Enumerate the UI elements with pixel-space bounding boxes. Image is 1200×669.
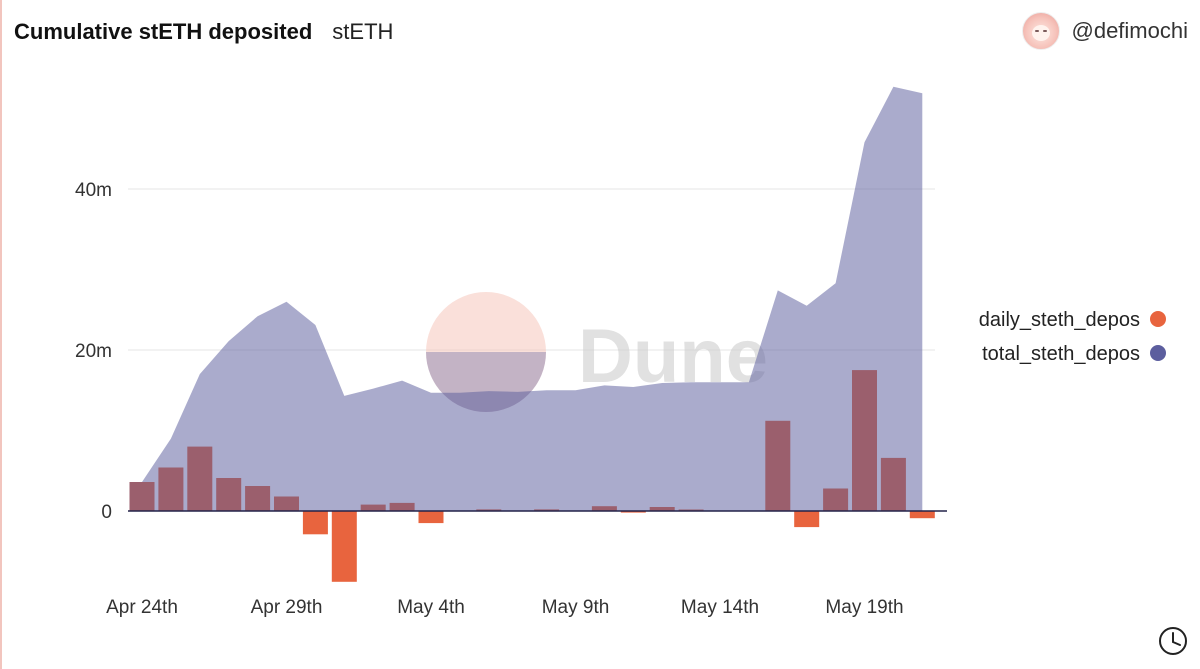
bar-daily-may-1st[interactable] — [331, 511, 357, 582]
avatar-eye-left — [1034, 30, 1039, 32]
avatar-eye-right — [1042, 30, 1047, 32]
bar-daily-apr-30th[interactable] — [302, 511, 328, 535]
bar-daily-apr-27th[interactable] — [216, 478, 242, 511]
series-area-total-steth-depos — [142, 86, 923, 512]
author-handle[interactable]: @defimochi — [1071, 18, 1189, 43]
x-tick-label: May 19th — [825, 597, 903, 618]
bar-daily-apr-24th[interactable] — [129, 482, 155, 511]
bar-daily-may-3rd[interactable] — [389, 502, 415, 511]
author-badge[interactable]: @defimochi — [1021, 12, 1189, 50]
bar-daily-may-19th[interactable] — [852, 370, 877, 511]
chart-header: Cumulative stETH deposited stETH — [14, 14, 393, 50]
y-axis-ticks: 0 20m 40m — [75, 180, 112, 523]
legend-dot-daily[interactable] — [1150, 311, 1166, 327]
bar-daily-may-12th[interactable] — [649, 507, 675, 511]
legend[interactable]: daily_steth_depos total_steth_depos — [979, 309, 1166, 365]
clock-icon[interactable] — [1159, 627, 1187, 655]
legend-label-total[interactable]: total_steth_depos — [982, 343, 1140, 365]
bar-daily-may-17th[interactable] — [794, 511, 820, 528]
clock-icon-hands — [1172, 632, 1181, 646]
x-tick-label: Apr 29th — [251, 597, 323, 618]
bar-daily-may-16th[interactable] — [765, 420, 791, 511]
bar-daily-may-18th[interactable] — [823, 488, 849, 512]
x-tick-label: May 9th — [542, 597, 610, 618]
y-tick-label: 20m — [75, 341, 112, 362]
legend-label-daily[interactable]: daily_steth_depos — [979, 309, 1140, 331]
watermark-circle — [426, 292, 546, 412]
y-tick-label: 0 — [101, 502, 112, 523]
avatar-face — [1031, 25, 1050, 41]
bar-daily-apr-25th[interactable] — [158, 467, 184, 512]
bar-daily-may-4th[interactable] — [418, 511, 444, 524]
bar-daily-may-2nd[interactable] — [360, 504, 386, 511]
x-axis-ticks: Apr 24th Apr 29th May 4th May 9th May 14th Ma… — [106, 597, 903, 618]
bar-daily-apr-26th[interactable] — [187, 446, 213, 511]
chart-subtitle: stETH — [332, 19, 394, 44]
legend-dot-total[interactable] — [1150, 345, 1166, 361]
bar-daily-may-20th[interactable] — [880, 457, 906, 511]
y-tick-label: 40m — [75, 180, 112, 201]
clock-icon-face — [1159, 627, 1187, 655]
chart-title: Cumulative stETH deposited — [14, 19, 313, 44]
series-bars-daily-steth-depos — [129, 370, 935, 582]
bar-daily-apr-28th[interactable] — [245, 486, 271, 511]
avatar[interactable] — [1021, 12, 1060, 50]
left-accent-rule — [0, 0, 2, 669]
x-tick-label: May 14th — [681, 597, 759, 618]
x-tick-label: Apr 24th — [106, 597, 178, 618]
bar-daily-apr-29th[interactable] — [274, 496, 299, 512]
x-tick-label: May 4th — [397, 597, 465, 618]
bar-daily-may-21st[interactable] — [909, 511, 935, 519]
bar-daily-may-10th[interactable] — [591, 506, 617, 511]
